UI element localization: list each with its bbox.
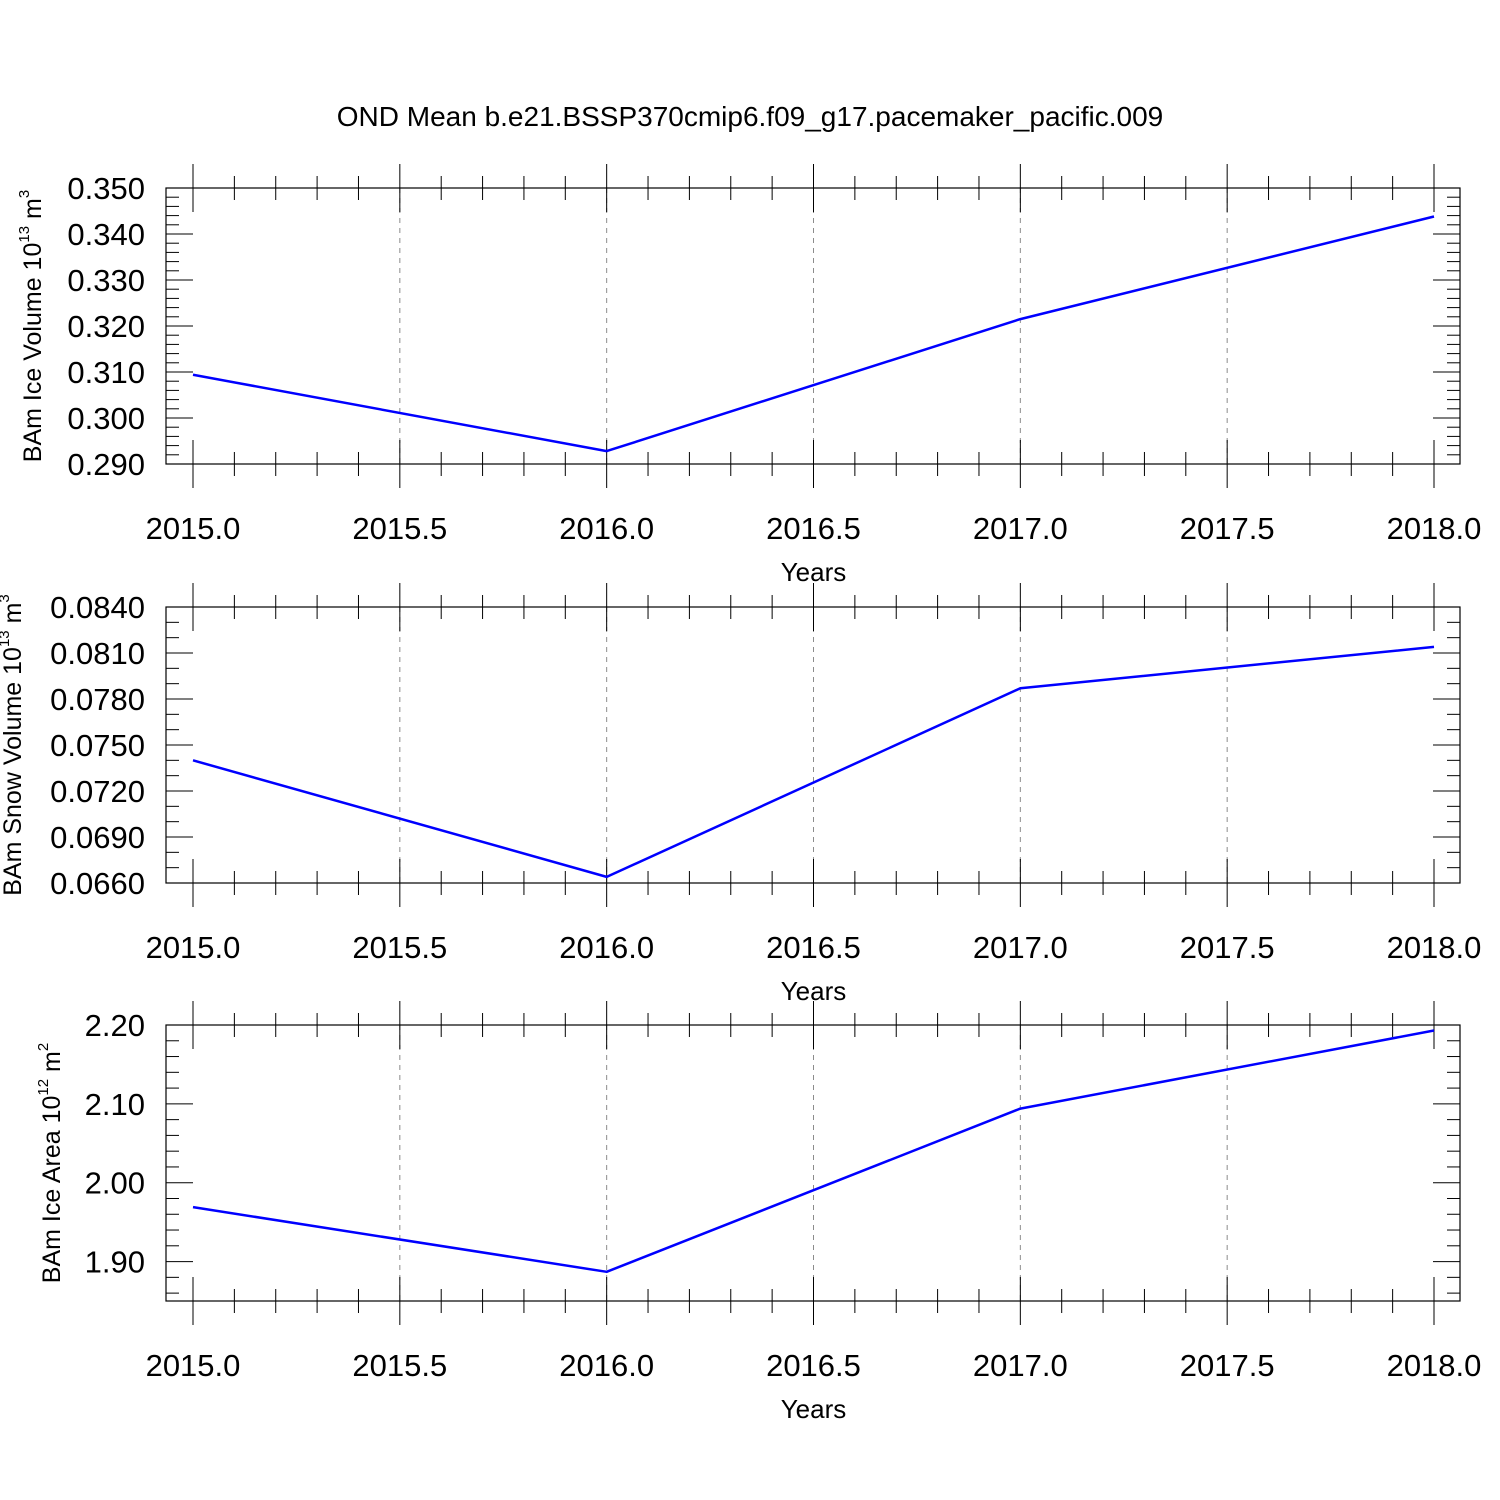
x-tick-label: 2018.0 — [1387, 1348, 1482, 1383]
y-tick-label: 0.300 — [67, 401, 145, 436]
x-tick-label: 2016.5 — [766, 511, 861, 546]
y-tick-label: 2.00 — [85, 1166, 145, 1201]
y-axis-label: BAm Ice Area 1012 m2 — [35, 1043, 66, 1283]
y-tick-label: 0.0660 — [50, 866, 145, 901]
y-tick-label: 0.350 — [67, 171, 145, 206]
x-tick-label: 2015.0 — [146, 930, 241, 965]
figure-title: OND Mean b.e21.BSSP370cmip6.f09_g17.pace… — [337, 101, 1164, 132]
x-tick-label: 2017.0 — [973, 511, 1068, 546]
y-tick-label: 0.0720 — [50, 774, 145, 809]
y-tick-label: 0.340 — [67, 217, 145, 252]
x-tick-label: 2018.0 — [1387, 511, 1482, 546]
x-tick-label: 2017.5 — [1180, 930, 1275, 965]
y-tick-label: 0.0690 — [50, 820, 145, 855]
x-tick-label: 2016.0 — [559, 511, 654, 546]
y-tick-label: 2.20 — [85, 1008, 145, 1043]
x-tick-label: 2018.0 — [1387, 930, 1482, 965]
x-tick-label: 2017.0 — [973, 1348, 1068, 1383]
y-tick-label: 0.0750 — [50, 728, 145, 763]
series-line-1 — [192, 1029, 1435, 1274]
y-tick-label: 2.10 — [85, 1087, 145, 1122]
x-tick-label: 2017.5 — [1180, 1348, 1275, 1383]
y-tick-label: 0.290 — [67, 447, 145, 482]
series-line-1 — [192, 215, 1435, 453]
x-tick-label: 2015.5 — [352, 1348, 447, 1383]
y-tick-label: 0.310 — [67, 355, 145, 390]
x-tick-label: 2016.5 — [766, 1348, 861, 1383]
x-tick-label: 2015.5 — [352, 511, 447, 546]
x-axis-label: Years — [781, 557, 847, 587]
x-tick-label: 2016.0 — [559, 930, 654, 965]
x-tick-label: 2015.5 — [352, 930, 447, 965]
chart-panel-2: 2015.0 2015.5 2016.0 2016.5 2017.0 2017.5 2018… — [0, 583, 1481, 1006]
x-tick-label: 2015.0 — [146, 511, 241, 546]
y-tick-label: 0.330 — [67, 263, 145, 298]
series-line-1 — [192, 645, 1435, 879]
y-tick-label: 0.320 — [67, 309, 145, 344]
x-tick-label: 2016.5 — [766, 930, 861, 965]
x-tick-label: 2016.0 — [559, 1348, 654, 1383]
y-axis-label: BAm Snow Volume 1013 m3 — [0, 594, 27, 896]
x-axis-label: Years — [781, 1394, 847, 1424]
x-tick-label: 2015.0 — [146, 1348, 241, 1383]
x-tick-label: 2017.5 — [1180, 511, 1275, 546]
chart-panel-1: 2015.0 2015.5 2016.0 2016.5 2017.0 2017.5 2018… — [16, 164, 1481, 587]
y-tick-label: 0.0840 — [50, 590, 145, 625]
y-axis-label: BAm Ice Volume 1013 m3 — [16, 190, 47, 462]
chart-panel-3: 2015.0 2015.5 2016.0 2016.5 2017.0 2017.5 2018… — [35, 1001, 1481, 1424]
y-tick-label: 1.90 — [85, 1245, 145, 1280]
y-tick-label: 0.0780 — [50, 682, 145, 717]
x-tick-label: 2017.0 — [973, 930, 1068, 965]
y-tick-label: 0.0810 — [50, 636, 145, 671]
